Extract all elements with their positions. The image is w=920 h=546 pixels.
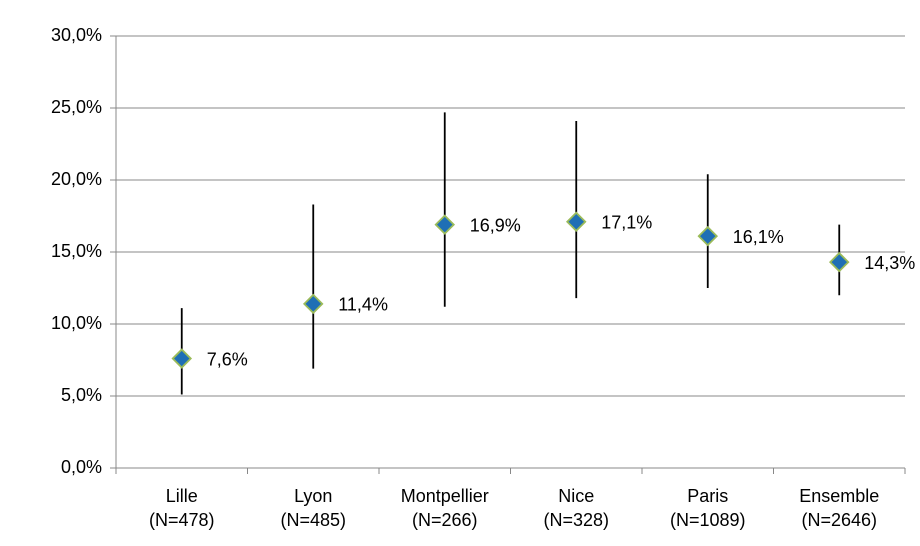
value-label: 14,3% bbox=[864, 253, 915, 273]
point-marker bbox=[302, 293, 324, 315]
y-tick-label: 0,0% bbox=[61, 457, 102, 477]
x-tick-label: Montpellier bbox=[401, 486, 489, 506]
y-tick-label: 10,0% bbox=[51, 313, 102, 333]
x-tick-label: (N=328) bbox=[543, 510, 609, 530]
point-marker bbox=[171, 348, 193, 369]
x-tick-label: Nice bbox=[558, 486, 594, 506]
value-label: 16,9% bbox=[470, 215, 521, 235]
x-tick-label: (N=2646) bbox=[801, 510, 877, 530]
x-tick-label: (N=485) bbox=[280, 510, 346, 530]
point-marker bbox=[565, 211, 587, 233]
x-tick-label: (N=478) bbox=[149, 510, 215, 530]
point-marker bbox=[697, 225, 719, 247]
value-label: 7,6% bbox=[207, 349, 248, 369]
y-tick-label: 30,0% bbox=[51, 25, 102, 45]
point-marker bbox=[434, 214, 456, 235]
x-tick-label: (N=266) bbox=[412, 510, 478, 530]
value-label: 16,1% bbox=[733, 227, 784, 247]
x-tick-label: Ensemble bbox=[799, 486, 879, 506]
y-tick-label: 5,0% bbox=[61, 385, 102, 405]
x-tick-label: Lille bbox=[166, 486, 198, 506]
x-tick-label: Lyon bbox=[294, 486, 332, 506]
y-tick-label: 20,0% bbox=[51, 169, 102, 189]
value-label: 11,4% bbox=[338, 295, 388, 315]
y-tick-label: 25,0% bbox=[51, 97, 102, 117]
y-tick-label: 15,0% bbox=[51, 241, 102, 261]
point-marker bbox=[828, 251, 850, 273]
x-tick-label: (N=1089) bbox=[670, 510, 746, 530]
x-tick-label: Paris bbox=[687, 486, 728, 506]
value-label: 17,1% bbox=[601, 213, 652, 233]
